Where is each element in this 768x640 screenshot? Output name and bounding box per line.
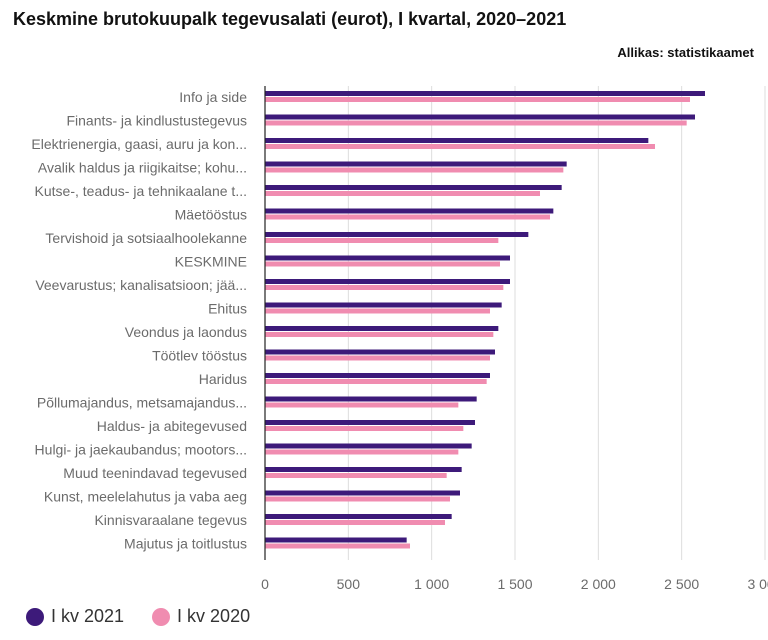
legend: I kv 2021 I kv 2020 — [26, 606, 278, 627]
category-label: Veondus ja laondus — [125, 324, 247, 340]
legend-item-2020[interactable]: I kv 2020 — [152, 606, 250, 627]
bar-2021 — [265, 537, 407, 543]
category-label: Töötlev tööstus — [152, 348, 247, 364]
x-tick-label: 3 000 — [747, 576, 768, 592]
category-label: Majutus ja toitlustus — [124, 536, 247, 552]
bar-2020 — [265, 402, 459, 408]
bar-2020 — [265, 97, 690, 102]
x-tick-label: 2 000 — [581, 576, 616, 592]
category-label: Põllumajandus, metsamajandus... — [37, 395, 247, 411]
bar-chart: Info ja side Finants- ja kindlustustegevu… — [31, 86, 768, 592]
category-label: Mäetööstus — [175, 207, 247, 223]
bar-2020 — [265, 520, 445, 525]
bar-2021 — [265, 232, 529, 237]
category-label: Ehitus — [208, 301, 247, 317]
bar-2021 — [265, 161, 567, 167]
category-label: Finants- ja kindlustustegevus — [66, 113, 247, 129]
bar-2021 — [265, 91, 705, 96]
category-label: Veevarustus; kanalisatsioon; jää... — [35, 277, 247, 293]
bar-2020 — [265, 355, 490, 361]
bar-2020 — [265, 167, 564, 173]
legend-swatch-2021 — [26, 607, 44, 626]
legend-label-2021: I kv 2021 — [51, 606, 125, 626]
bar-2020 — [265, 214, 550, 220]
category-label: Muud teenindavad tegevused — [63, 465, 247, 481]
bar-2020 — [265, 473, 447, 478]
bar-2021 — [265, 138, 649, 143]
bar-2021 — [265, 279, 510, 284]
category-label: Avalik haldus ja riigikaitse; kohu... — [38, 160, 247, 176]
bar-2021 — [265, 467, 462, 472]
bar-2021 — [265, 302, 502, 308]
legend-swatch-2020 — [152, 607, 171, 626]
bar-2020 — [265, 261, 500, 267]
bar-2020 — [265, 308, 490, 314]
bar-2021 — [265, 420, 475, 425]
bar-2021 — [265, 373, 490, 378]
bar-2021 — [265, 208, 554, 214]
bar-2021 — [265, 114, 695, 120]
category-label: Haridus — [199, 371, 247, 387]
legend-label-2020: I kv 2020 — [177, 606, 251, 626]
x-tick-label: 1 500 — [497, 576, 532, 592]
bar-2021 — [265, 443, 472, 449]
bar-2021 — [265, 396, 477, 402]
category-label: Info ja side — [179, 89, 247, 105]
bar-2020 — [265, 120, 687, 126]
bar-2020 — [265, 379, 487, 384]
category-label: Kutse-, teadus- ja tehnikaalane t... — [35, 183, 247, 199]
bar-2020 — [265, 449, 459, 455]
bar-2020 — [265, 332, 494, 337]
x-tick-label: 0 — [261, 576, 269, 592]
category-label: Elektrienergia, gaasi, auru ja kon... — [31, 136, 247, 152]
legend-item-2021[interactable]: I kv 2021 — [26, 606, 124, 627]
x-tick-label: 2 500 — [664, 576, 699, 592]
bar-2020 — [265, 426, 464, 431]
x-tick-label: 1 000 — [414, 576, 449, 592]
bar-2021 — [265, 514, 452, 519]
bar-2020 — [265, 238, 499, 243]
category-label: KESKMINE — [175, 254, 247, 270]
source-note: Allikas: statistikaamet — [617, 45, 754, 60]
category-label: Hulgi- ja jaekaubandus; mootors... — [35, 442, 247, 458]
category-label: Tervishoid ja sotsiaalhoolekanne — [45, 230, 247, 246]
bar-2021 — [265, 185, 562, 190]
bar-2020 — [265, 285, 504, 290]
bar-2021 — [265, 255, 510, 261]
category-label: Haldus- ja abitegevused — [97, 418, 247, 434]
bar-2021 — [265, 349, 495, 355]
bar-2020 — [265, 496, 450, 502]
bar-2020 — [265, 144, 655, 149]
bar-2020 — [265, 191, 540, 196]
bar-2020 — [265, 543, 410, 549]
category-label: Kunst, meelelahutus ja vaba aeg — [44, 489, 247, 505]
chart-title: Keskmine brutokuupalk tegevusalati (euro… — [13, 9, 567, 29]
x-tick-label: 500 — [337, 576, 361, 592]
bar-2021 — [265, 326, 499, 331]
category-label: Kinnisvaraalane tegevus — [94, 512, 247, 528]
bar-2021 — [265, 490, 460, 496]
